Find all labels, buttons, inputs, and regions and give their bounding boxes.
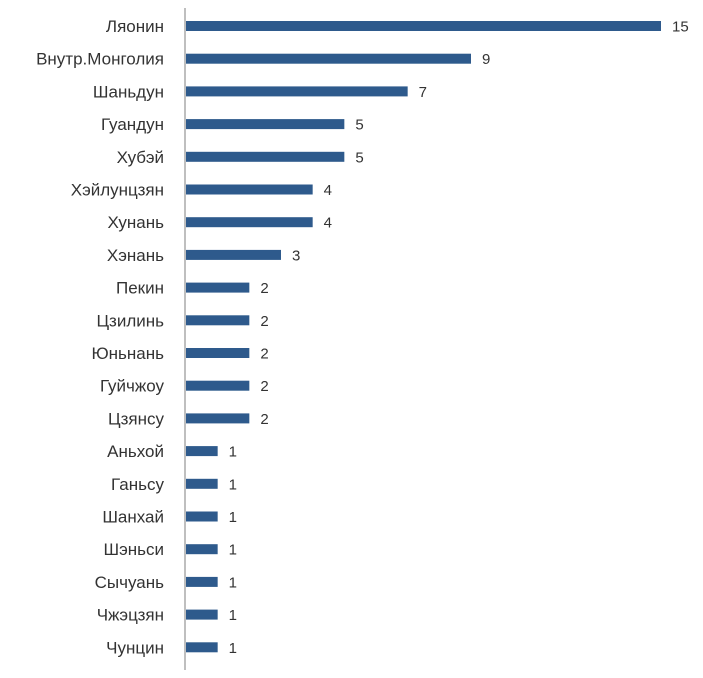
value-label: 1 [229, 607, 237, 624]
category-label: Цзянсу [108, 409, 164, 428]
category-label: Внутр.Монголия [36, 50, 164, 69]
value-label: 2 [260, 411, 268, 428]
category-label: Ляонин [106, 17, 164, 36]
value-label: 4 [324, 215, 332, 232]
bar [186, 413, 250, 424]
category-label: Хэйлунцзян [71, 181, 164, 200]
category-label: Хунань [107, 213, 164, 232]
category-label: Хэнань [107, 246, 164, 265]
bar [186, 119, 345, 130]
bar [186, 609, 218, 620]
value-label: 2 [260, 280, 268, 297]
bar [186, 184, 313, 195]
category-label: Юньнань [91, 344, 164, 363]
category-label: Гуйчжоу [100, 377, 165, 396]
value-label: 1 [229, 444, 237, 461]
category-label: Сычуань [95, 573, 165, 592]
value-label: 2 [260, 313, 268, 330]
value-label: 5 [355, 117, 363, 134]
bar [186, 478, 218, 489]
value-label: 1 [229, 574, 237, 591]
bar [186, 380, 250, 391]
value-label: 15 [672, 19, 689, 36]
value-label: 1 [229, 509, 237, 526]
value-label: 4 [324, 182, 332, 199]
bar [186, 282, 250, 293]
bar [186, 217, 313, 228]
category-label: Шаньдун [93, 82, 164, 101]
category-label: Чжэцзян [97, 606, 164, 625]
bar [186, 576, 218, 587]
category-label: Цзилинь [96, 311, 164, 330]
value-label: 3 [292, 247, 300, 264]
value-label: 2 [260, 346, 268, 363]
value-label: 7 [419, 84, 427, 101]
bar [186, 151, 345, 162]
category-label: Хубэй [117, 148, 164, 167]
bar [186, 53, 471, 64]
value-label: 2 [260, 378, 268, 395]
value-label: 1 [229, 542, 237, 559]
category-label: Пекин [116, 279, 164, 298]
bar [186, 249, 281, 260]
bar [186, 446, 218, 457]
bar [186, 86, 408, 97]
category-label: Ганьсу [111, 475, 164, 494]
value-label: 5 [355, 149, 363, 166]
category-label: Чунцин [106, 638, 164, 657]
value-label: 9 [482, 51, 490, 68]
bar [186, 642, 218, 653]
category-label: Аньхой [107, 442, 164, 461]
bar [186, 544, 218, 555]
value-label: 1 [229, 476, 237, 493]
bar [186, 315, 250, 326]
category-label: Шанхай [102, 508, 164, 527]
category-label: Гуандун [101, 115, 164, 134]
bar [186, 21, 661, 31]
bar [186, 348, 250, 358]
value-label: 1 [229, 640, 237, 657]
bar [186, 511, 218, 522]
category-label: Шэньси [104, 540, 165, 559]
